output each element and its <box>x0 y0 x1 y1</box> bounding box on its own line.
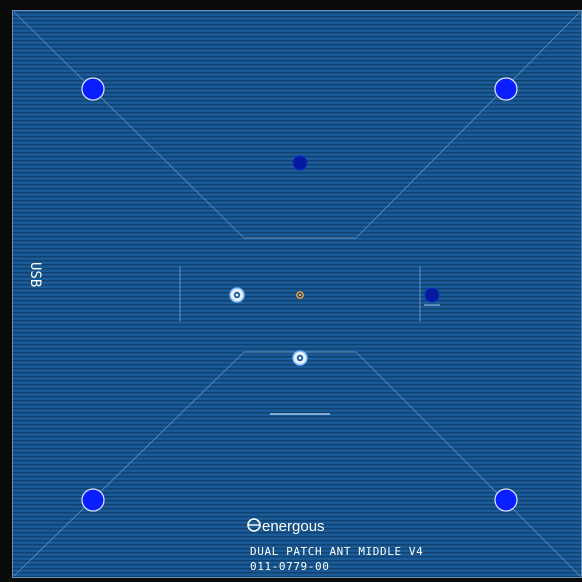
mounting-hole <box>494 77 518 101</box>
ring-via <box>292 350 308 366</box>
usb-label: USB <box>27 262 43 287</box>
logo-mark-icon <box>247 518 261 532</box>
mounting-hole <box>81 488 105 512</box>
feed-pad <box>296 291 304 299</box>
ring-via <box>229 287 245 303</box>
brand-name: energous <box>262 518 325 535</box>
mounting-hole <box>81 77 105 101</box>
brand-logo: energous <box>247 518 325 535</box>
via <box>424 287 440 303</box>
part-number: 011-0779-00 <box>250 560 329 573</box>
diagonal-guides <box>13 11 581 577</box>
via <box>292 155 308 171</box>
mounting-hole <box>494 488 518 512</box>
board-title: DUAL PATCH ANT MIDDLE V4 <box>250 545 423 558</box>
